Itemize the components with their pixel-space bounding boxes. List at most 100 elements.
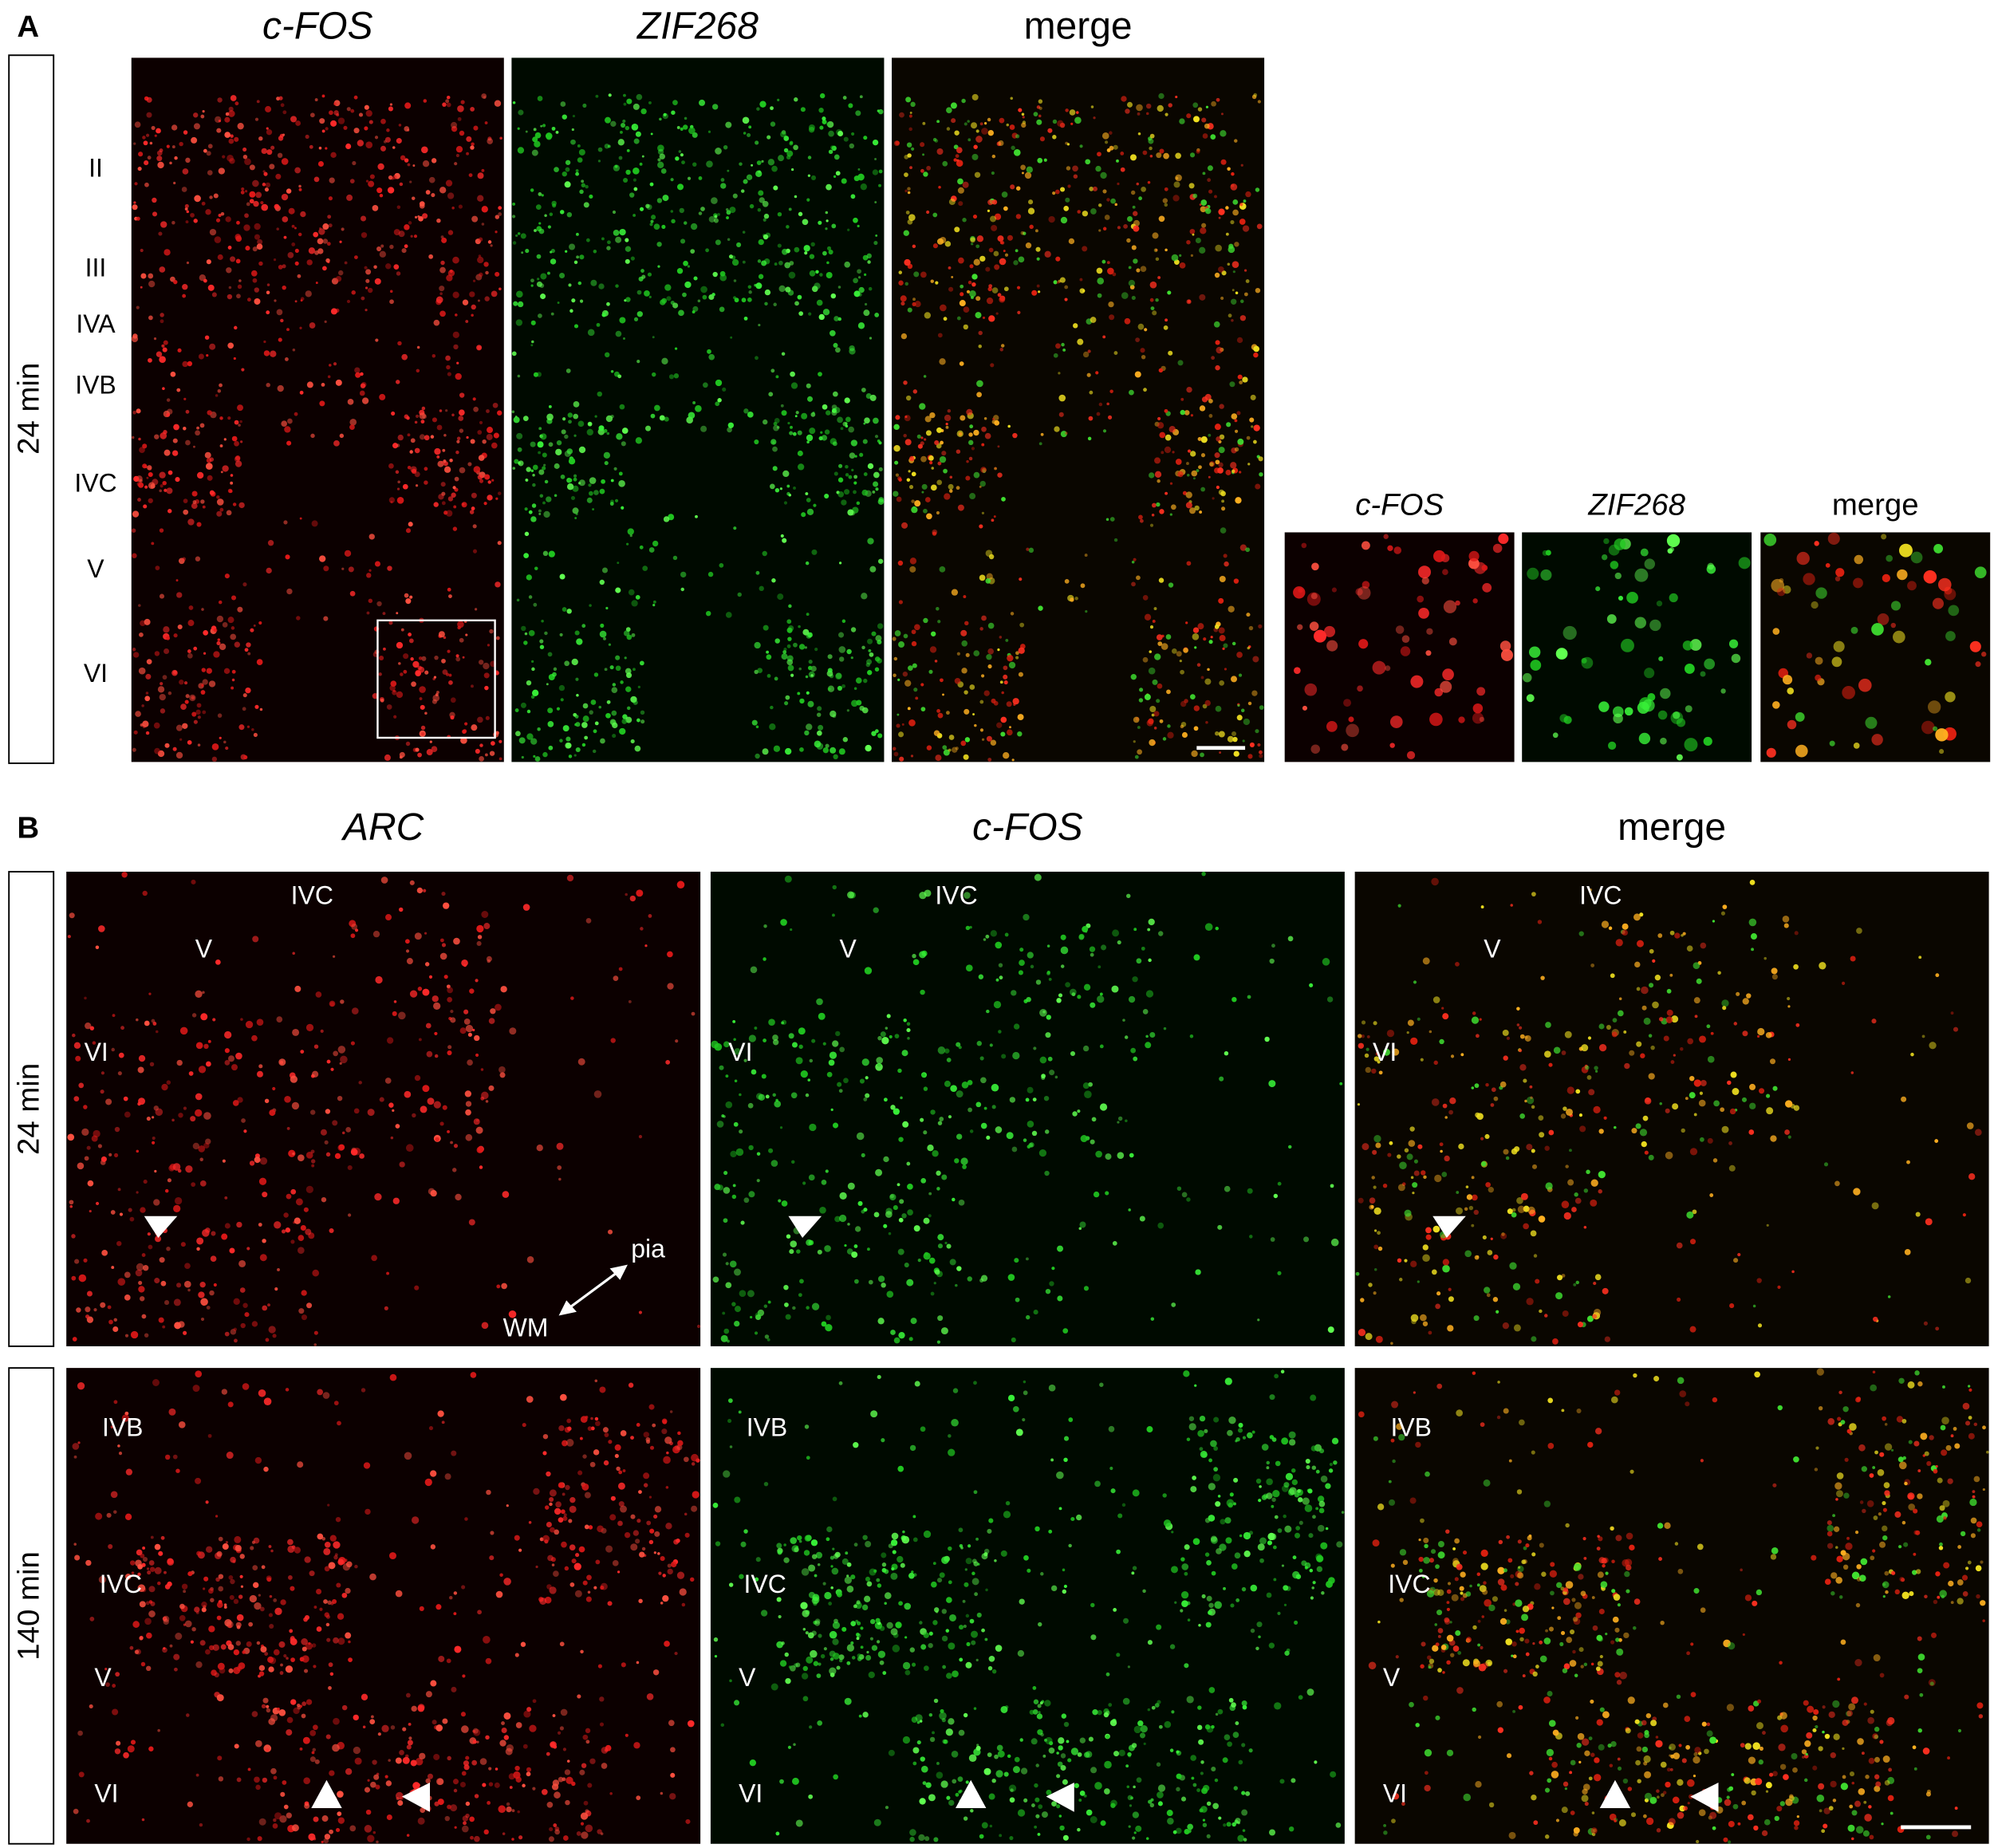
cell bbox=[1765, 1031, 1772, 1038]
cell bbox=[1215, 340, 1220, 345]
cell bbox=[404, 593, 409, 598]
cell bbox=[788, 207, 792, 211]
cell bbox=[995, 978, 999, 982]
cell bbox=[1240, 164, 1243, 167]
cell bbox=[838, 463, 843, 468]
cell bbox=[678, 150, 682, 153]
cell bbox=[235, 235, 242, 242]
cell bbox=[877, 1035, 882, 1041]
micrograph-background bbox=[66, 1368, 701, 1844]
cell bbox=[1138, 196, 1143, 201]
cell bbox=[1097, 293, 1102, 298]
cell bbox=[1413, 1159, 1418, 1164]
cell bbox=[228, 106, 234, 112]
cell bbox=[252, 179, 259, 187]
cell bbox=[222, 1159, 226, 1163]
cell bbox=[1642, 1115, 1649, 1121]
cell bbox=[758, 190, 764, 196]
cell bbox=[881, 1283, 886, 1288]
cell bbox=[863, 136, 868, 140]
cell bbox=[1641, 986, 1649, 995]
cell bbox=[748, 1034, 757, 1042]
cell bbox=[748, 1145, 754, 1151]
cell bbox=[1117, 1152, 1125, 1159]
cell bbox=[383, 140, 387, 144]
cell bbox=[524, 632, 528, 636]
cell bbox=[152, 1116, 155, 1119]
cell bbox=[1623, 1030, 1627, 1034]
cell bbox=[1975, 1129, 1982, 1137]
cell bbox=[1242, 225, 1250, 232]
cell bbox=[386, 128, 390, 132]
cell bbox=[130, 1330, 139, 1339]
cell bbox=[950, 102, 957, 109]
cell bbox=[1058, 993, 1063, 998]
cell bbox=[989, 1043, 993, 1047]
cell bbox=[234, 455, 241, 461]
cell bbox=[1194, 505, 1200, 511]
cell bbox=[808, 660, 813, 664]
cell bbox=[922, 153, 924, 156]
cell bbox=[1574, 1197, 1582, 1204]
cell bbox=[176, 1059, 183, 1066]
cell bbox=[520, 702, 526, 708]
cell bbox=[142, 720, 149, 727]
cell bbox=[1409, 1126, 1415, 1132]
cell bbox=[581, 722, 588, 728]
cell bbox=[963, 306, 970, 313]
cell bbox=[626, 148, 630, 152]
cell bbox=[227, 155, 234, 162]
cell bbox=[1249, 417, 1255, 423]
cell bbox=[119, 1212, 124, 1216]
cell bbox=[805, 675, 809, 679]
cell bbox=[638, 1135, 643, 1139]
cell bbox=[904, 415, 911, 422]
cell bbox=[1132, 976, 1138, 983]
cell bbox=[700, 425, 707, 432]
cell bbox=[300, 1050, 305, 1054]
cell bbox=[818, 220, 822, 225]
cell bbox=[733, 526, 737, 530]
cell bbox=[805, 561, 810, 565]
cell bbox=[945, 423, 948, 426]
cell bbox=[258, 261, 263, 266]
cell bbox=[232, 1100, 239, 1106]
cell bbox=[283, 1212, 289, 1218]
cell bbox=[203, 652, 207, 655]
cell bbox=[800, 107, 806, 112]
cell bbox=[908, 127, 912, 132]
cell bbox=[439, 409, 443, 412]
cell bbox=[1070, 597, 1074, 602]
cell bbox=[586, 497, 593, 503]
cell bbox=[1598, 1044, 1607, 1052]
cell bbox=[172, 1163, 181, 1171]
cell bbox=[582, 103, 587, 108]
cell bbox=[384, 1306, 388, 1310]
cell bbox=[785, 695, 790, 700]
cell bbox=[1114, 203, 1117, 207]
cell bbox=[200, 114, 205, 119]
cell bbox=[986, 1135, 991, 1140]
cell bbox=[148, 498, 153, 503]
cell bbox=[714, 1042, 723, 1051]
cell bbox=[811, 286, 818, 293]
cell bbox=[734, 1079, 738, 1082]
cell bbox=[777, 593, 784, 601]
cell bbox=[1569, 1149, 1572, 1153]
cell bbox=[1149, 155, 1153, 158]
cell bbox=[1107, 415, 1113, 420]
cell bbox=[638, 1310, 643, 1314]
cell bbox=[712, 271, 718, 278]
cell bbox=[673, 373, 680, 379]
cell bbox=[253, 1582, 259, 1589]
cell bbox=[1090, 952, 1094, 957]
cell bbox=[763, 213, 770, 219]
cell bbox=[915, 696, 919, 700]
cell bbox=[1251, 94, 1257, 100]
cell bbox=[163, 430, 167, 435]
cell bbox=[131, 1571, 135, 1574]
cell bbox=[864, 417, 870, 424]
cell bbox=[671, 219, 676, 224]
cell bbox=[958, 257, 964, 264]
cell bbox=[1133, 740, 1136, 743]
